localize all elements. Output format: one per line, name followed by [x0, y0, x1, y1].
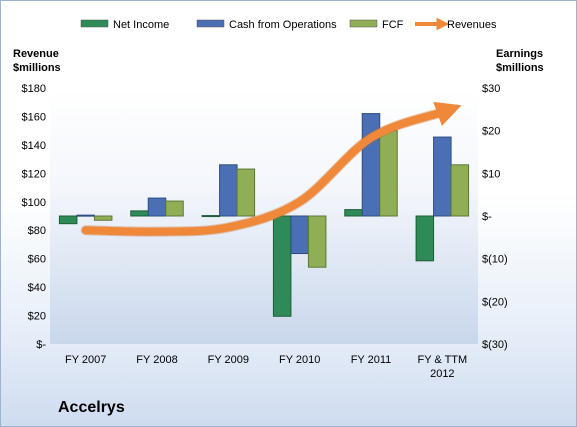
bar-cash-from-operations-1	[147, 197, 167, 217]
bar-net-income-1	[130, 210, 149, 217]
right-tick-label: $(20)	[482, 296, 508, 308]
right-tick-label: $30	[482, 83, 500, 95]
left-tick-label: $20	[28, 311, 46, 323]
bar-fcf-4	[379, 130, 398, 217]
legend-label-0: Net Income	[113, 19, 169, 31]
left-tick-label: $140	[22, 140, 46, 152]
bar-net-income-5	[415, 215, 435, 262]
left-axis-title-line1: Revenue	[13, 48, 59, 60]
company-name: Accelrys	[58, 399, 125, 416]
legend-swatch-1	[196, 19, 225, 28]
left-tick-label: $-	[36, 339, 46, 351]
legend: Net Income Cash from Operations FCF Revenue…	[80, 17, 497, 31]
left-tick-label: $60	[28, 254, 46, 266]
bar-cash-from-operations-2	[219, 164, 238, 217]
bar-net-income-0	[58, 215, 78, 225]
left-tick-label: $100	[22, 197, 46, 209]
left-tick-label: $40	[28, 282, 46, 294]
x-axis: FY 2007 FY 2008 FY 2009 FY 2010 FY 2011 FY & …	[65, 354, 467, 380]
bar-net-income-3	[272, 215, 292, 317]
bar-fcf-1	[165, 200, 184, 217]
right-axis-title-line2: $millions	[496, 62, 544, 74]
x-tick-label-line: FY & TTM	[417, 354, 467, 366]
x-tick-label-0: FY 2007	[65, 354, 106, 366]
bar-fcf-2	[236, 168, 256, 217]
right-axis-title-line1: Earnings	[496, 48, 543, 60]
right-tick-label: $(10)	[482, 254, 508, 266]
bar-fcf-0	[93, 215, 113, 221]
bars	[58, 113, 470, 317]
left-tick-label: $80	[28, 225, 46, 237]
right-tick-label: $10	[482, 168, 500, 180]
bar-net-income-2	[201, 215, 221, 218]
x-tick-label-5: FY & TTM 2012	[417, 354, 467, 380]
revenue-line-path	[81, 101, 462, 236]
x-tick-label-3: FY 2010	[279, 354, 320, 366]
x-tick-label-1: FY 2008	[136, 354, 177, 366]
bar-net-income-4	[344, 209, 363, 217]
left-tick-label: $180	[22, 83, 46, 95]
bar-fcf-5	[450, 164, 470, 217]
left-axis-title-line2: $millions	[13, 62, 61, 74]
legend-swatch-0	[80, 19, 109, 28]
right-tick-label: $(30)	[482, 339, 508, 351]
x-tick-label-4: FY 2011	[351, 354, 392, 366]
left-axis: $- $20 $40 $60 $80 $100 $120 $140 $160 $180	[22, 83, 47, 351]
legend-label-3: Revenues	[447, 19, 497, 31]
legend-swatch-2	[349, 19, 378, 28]
right-tick-label: $20	[482, 126, 500, 138]
left-tick-label: $160	[22, 111, 46, 123]
bar-cash-from-operations-5	[433, 136, 452, 217]
legend-label-2: FCF	[382, 19, 404, 31]
right-axis: $(30) $(20) $(10) $- $10 $20 $30	[482, 83, 508, 351]
bar-cash-from-operations-3	[290, 215, 309, 255]
revenue-line	[80, 101, 462, 237]
bar-fcf-3	[307, 215, 327, 268]
left-tick-label: $120	[22, 168, 46, 180]
legend-label-1: Cash from Operations	[229, 19, 337, 31]
right-tick-label: $-	[482, 211, 492, 223]
x-tick-label-line: 2012	[430, 368, 454, 380]
bar-cash-from-operations-0	[76, 214, 95, 217]
x-tick-label-2: FY 2009	[208, 354, 249, 366]
